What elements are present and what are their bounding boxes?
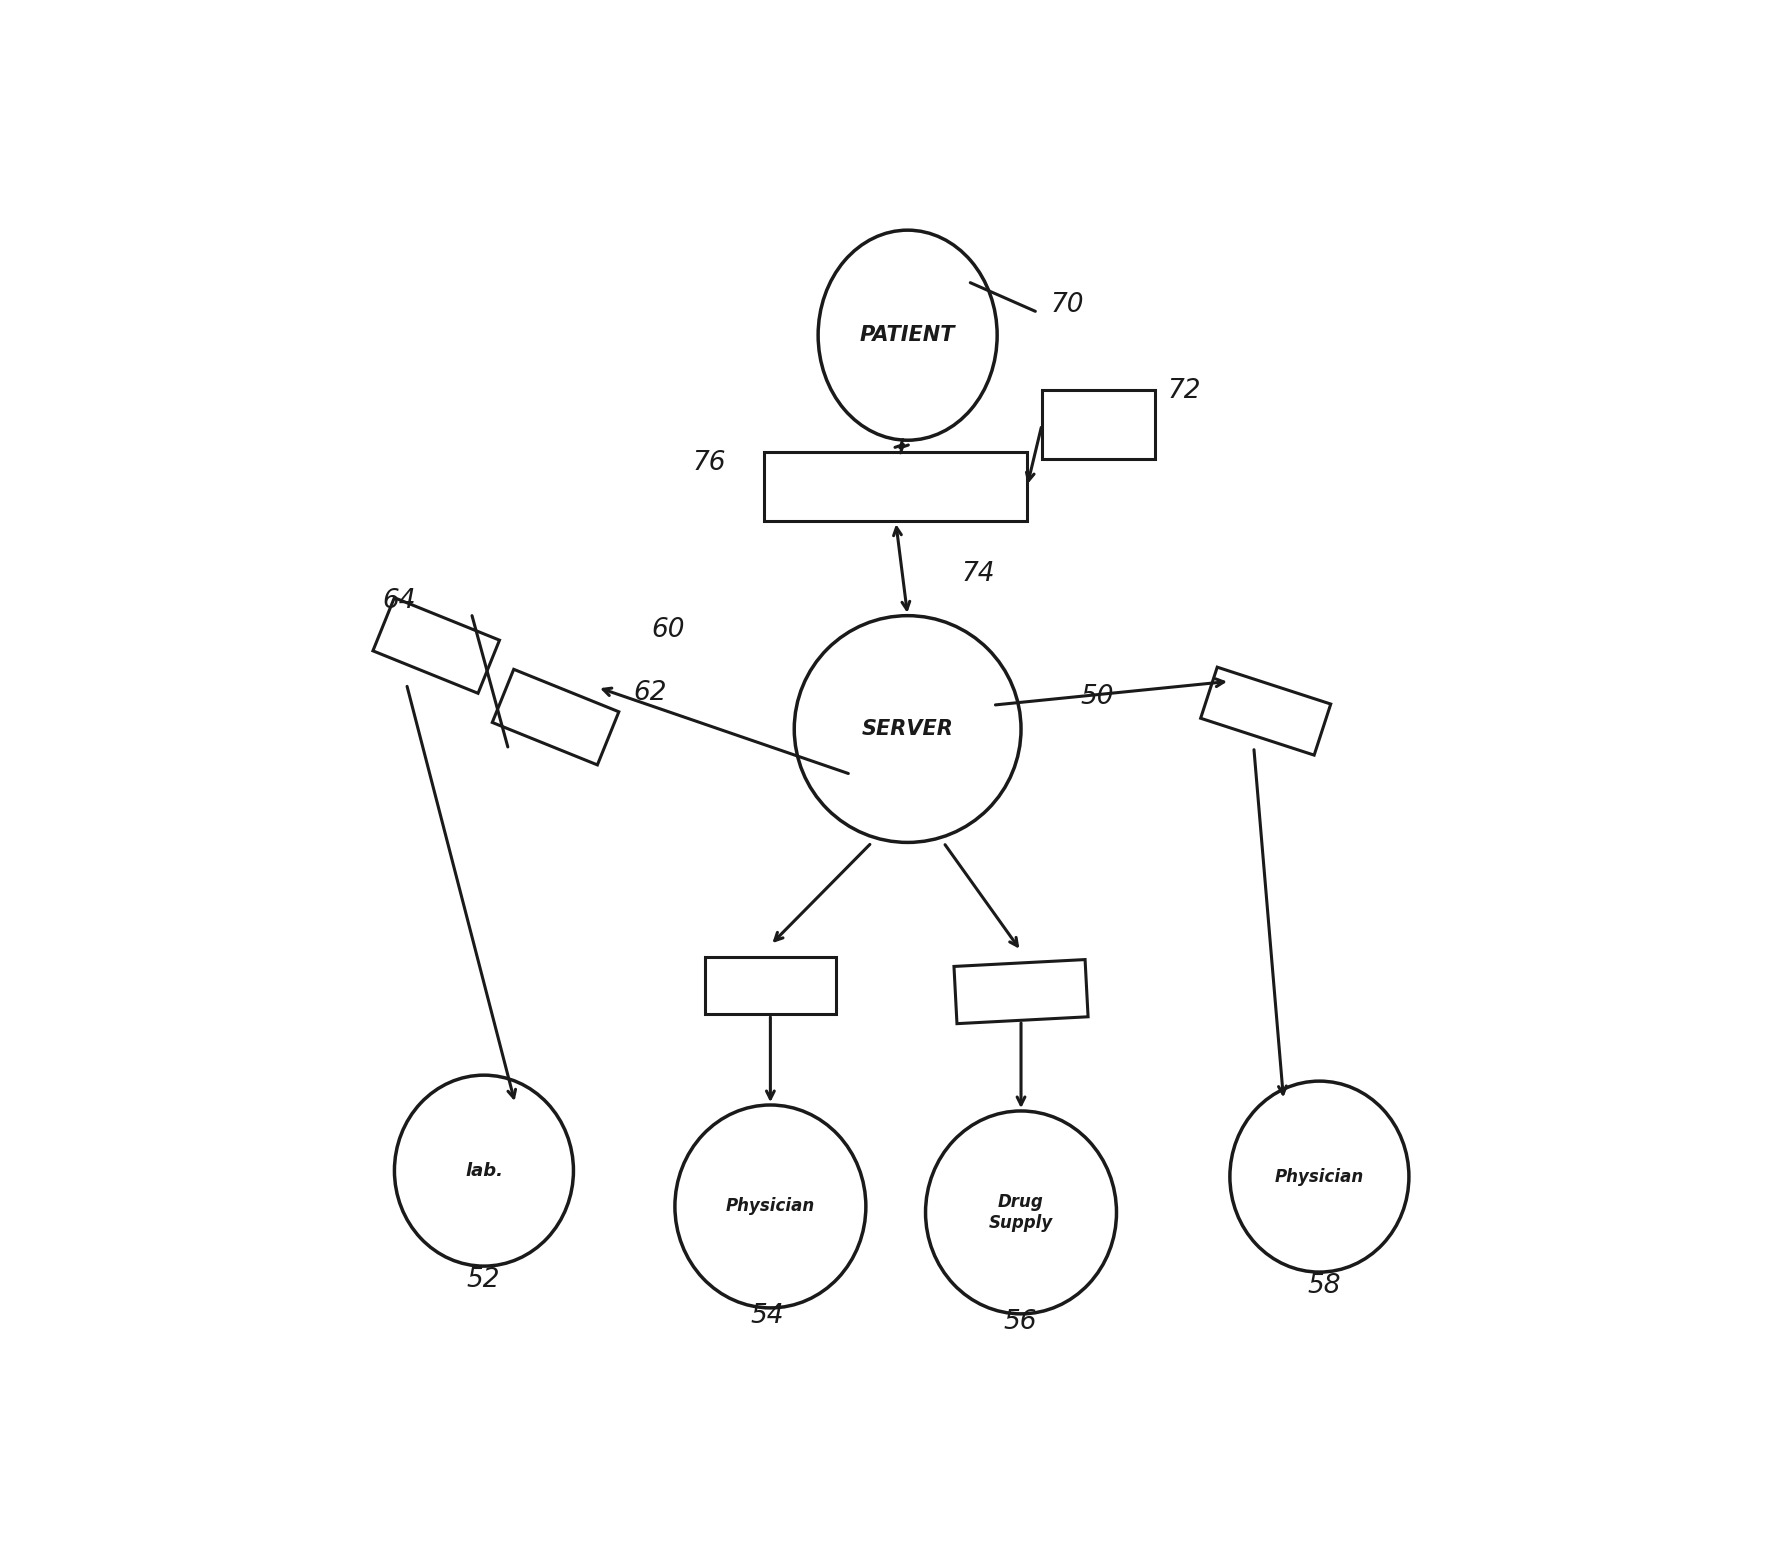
Text: 60: 60	[652, 617, 685, 643]
Bar	[955, 959, 1087, 1023]
Text: Physician: Physician	[1275, 1167, 1364, 1186]
Bar	[492, 670, 618, 764]
Text: Physician: Physician	[726, 1198, 815, 1215]
Text: Drug
Supply: Drug Supply	[988, 1194, 1054, 1232]
Text: 56: 56	[1002, 1310, 1036, 1335]
Text: 74: 74	[962, 561, 995, 587]
Text: PATIENT: PATIENT	[861, 326, 955, 346]
Bar	[765, 453, 1027, 521]
Bar	[374, 598, 499, 693]
Text: 50: 50	[1080, 684, 1114, 710]
Text: 52: 52	[466, 1268, 499, 1293]
Text: SERVER: SERVER	[862, 719, 953, 739]
Bar	[705, 956, 836, 1014]
Text: 70: 70	[1050, 293, 1084, 318]
Text: 58: 58	[1307, 1274, 1341, 1299]
Bar	[1201, 666, 1330, 755]
Text: lab.: lab.	[466, 1161, 503, 1180]
Text: 64: 64	[383, 589, 416, 614]
Text: 76: 76	[692, 449, 726, 476]
Text: 62: 62	[634, 680, 666, 707]
Text: 54: 54	[751, 1304, 783, 1330]
Text: 72: 72	[1167, 378, 1201, 405]
Bar	[1041, 391, 1155, 459]
